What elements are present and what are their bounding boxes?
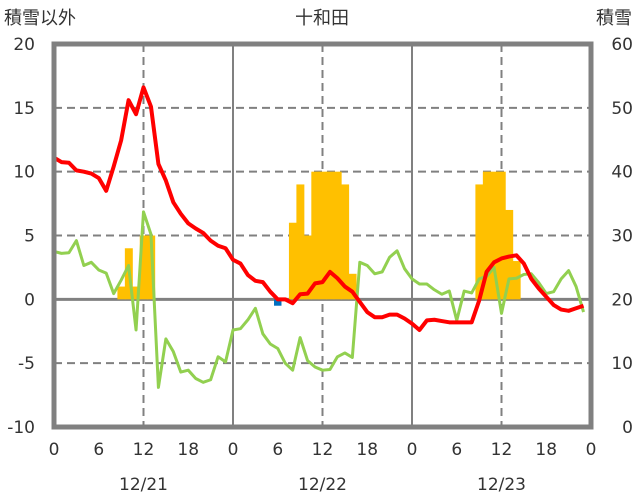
precip-bar (490, 171, 499, 300)
chart-title: 十和田 (295, 8, 349, 29)
precip-bar (132, 286, 141, 300)
x-tick-label: 12 (133, 440, 155, 460)
x-tick-label: 0 (49, 440, 60, 460)
precip-bar (318, 171, 327, 300)
date-label: 12/22 (298, 475, 347, 495)
left-tick-label: -5 (18, 354, 35, 374)
date-label: 12/21 (119, 475, 168, 495)
precip-bar (303, 235, 312, 300)
precip-bar (333, 171, 342, 300)
date-label: 12/23 (477, 475, 526, 495)
x-tick-label: 0 (407, 440, 418, 460)
x-tick-label: 6 (451, 440, 462, 460)
temperature-line (52, 85, 585, 332)
right-tick-label: 0 (622, 418, 633, 438)
x-tick-label: 18 (356, 440, 378, 460)
x-tick-label: 0 (586, 440, 597, 460)
precip-bar (326, 171, 335, 300)
precip-bar (296, 184, 305, 300)
right-tick-label: 50 (611, 99, 633, 119)
precip-bar (341, 184, 350, 300)
left-tick-label: 10 (13, 163, 35, 183)
left-tick-label: 20 (13, 35, 35, 55)
right-tick-label: 40 (611, 163, 633, 183)
precip-bar (497, 171, 506, 300)
right-tick-label: 30 (611, 227, 633, 247)
precip-bar (512, 261, 521, 300)
x-tick-label: 18 (177, 440, 199, 460)
x-tick-label: 12 (312, 440, 334, 460)
left-tick-label: 0 (24, 290, 35, 310)
left-tick-label: 5 (24, 227, 35, 247)
plot-frame (51, 41, 594, 430)
left-tick-label: -10 (7, 418, 35, 438)
x-tick-label: 18 (535, 440, 557, 460)
precip-bar (311, 171, 320, 300)
negative-bar (274, 299, 282, 306)
x-tick-label: 0 (228, 440, 239, 460)
left-axis-title: 積雪以外 (4, 8, 76, 29)
right-tick-label: 60 (611, 35, 633, 55)
right-tick-label: 20 (611, 290, 633, 310)
precip-bar (288, 222, 297, 300)
x-tick-label: 6 (272, 440, 283, 460)
precip-bar (117, 286, 126, 300)
right-axis-title: 積雪 (596, 8, 632, 29)
precip-bar (348, 273, 357, 300)
precip-bar (139, 235, 148, 300)
x-tick-label: 6 (93, 440, 104, 460)
wind-line (53, 210, 585, 389)
x-tick-label: 12 (491, 440, 513, 460)
left-tick-label: 15 (13, 99, 35, 119)
precip-bar (482, 171, 491, 300)
right-tick-label: 10 (611, 354, 633, 374)
precip-bar (475, 184, 484, 300)
